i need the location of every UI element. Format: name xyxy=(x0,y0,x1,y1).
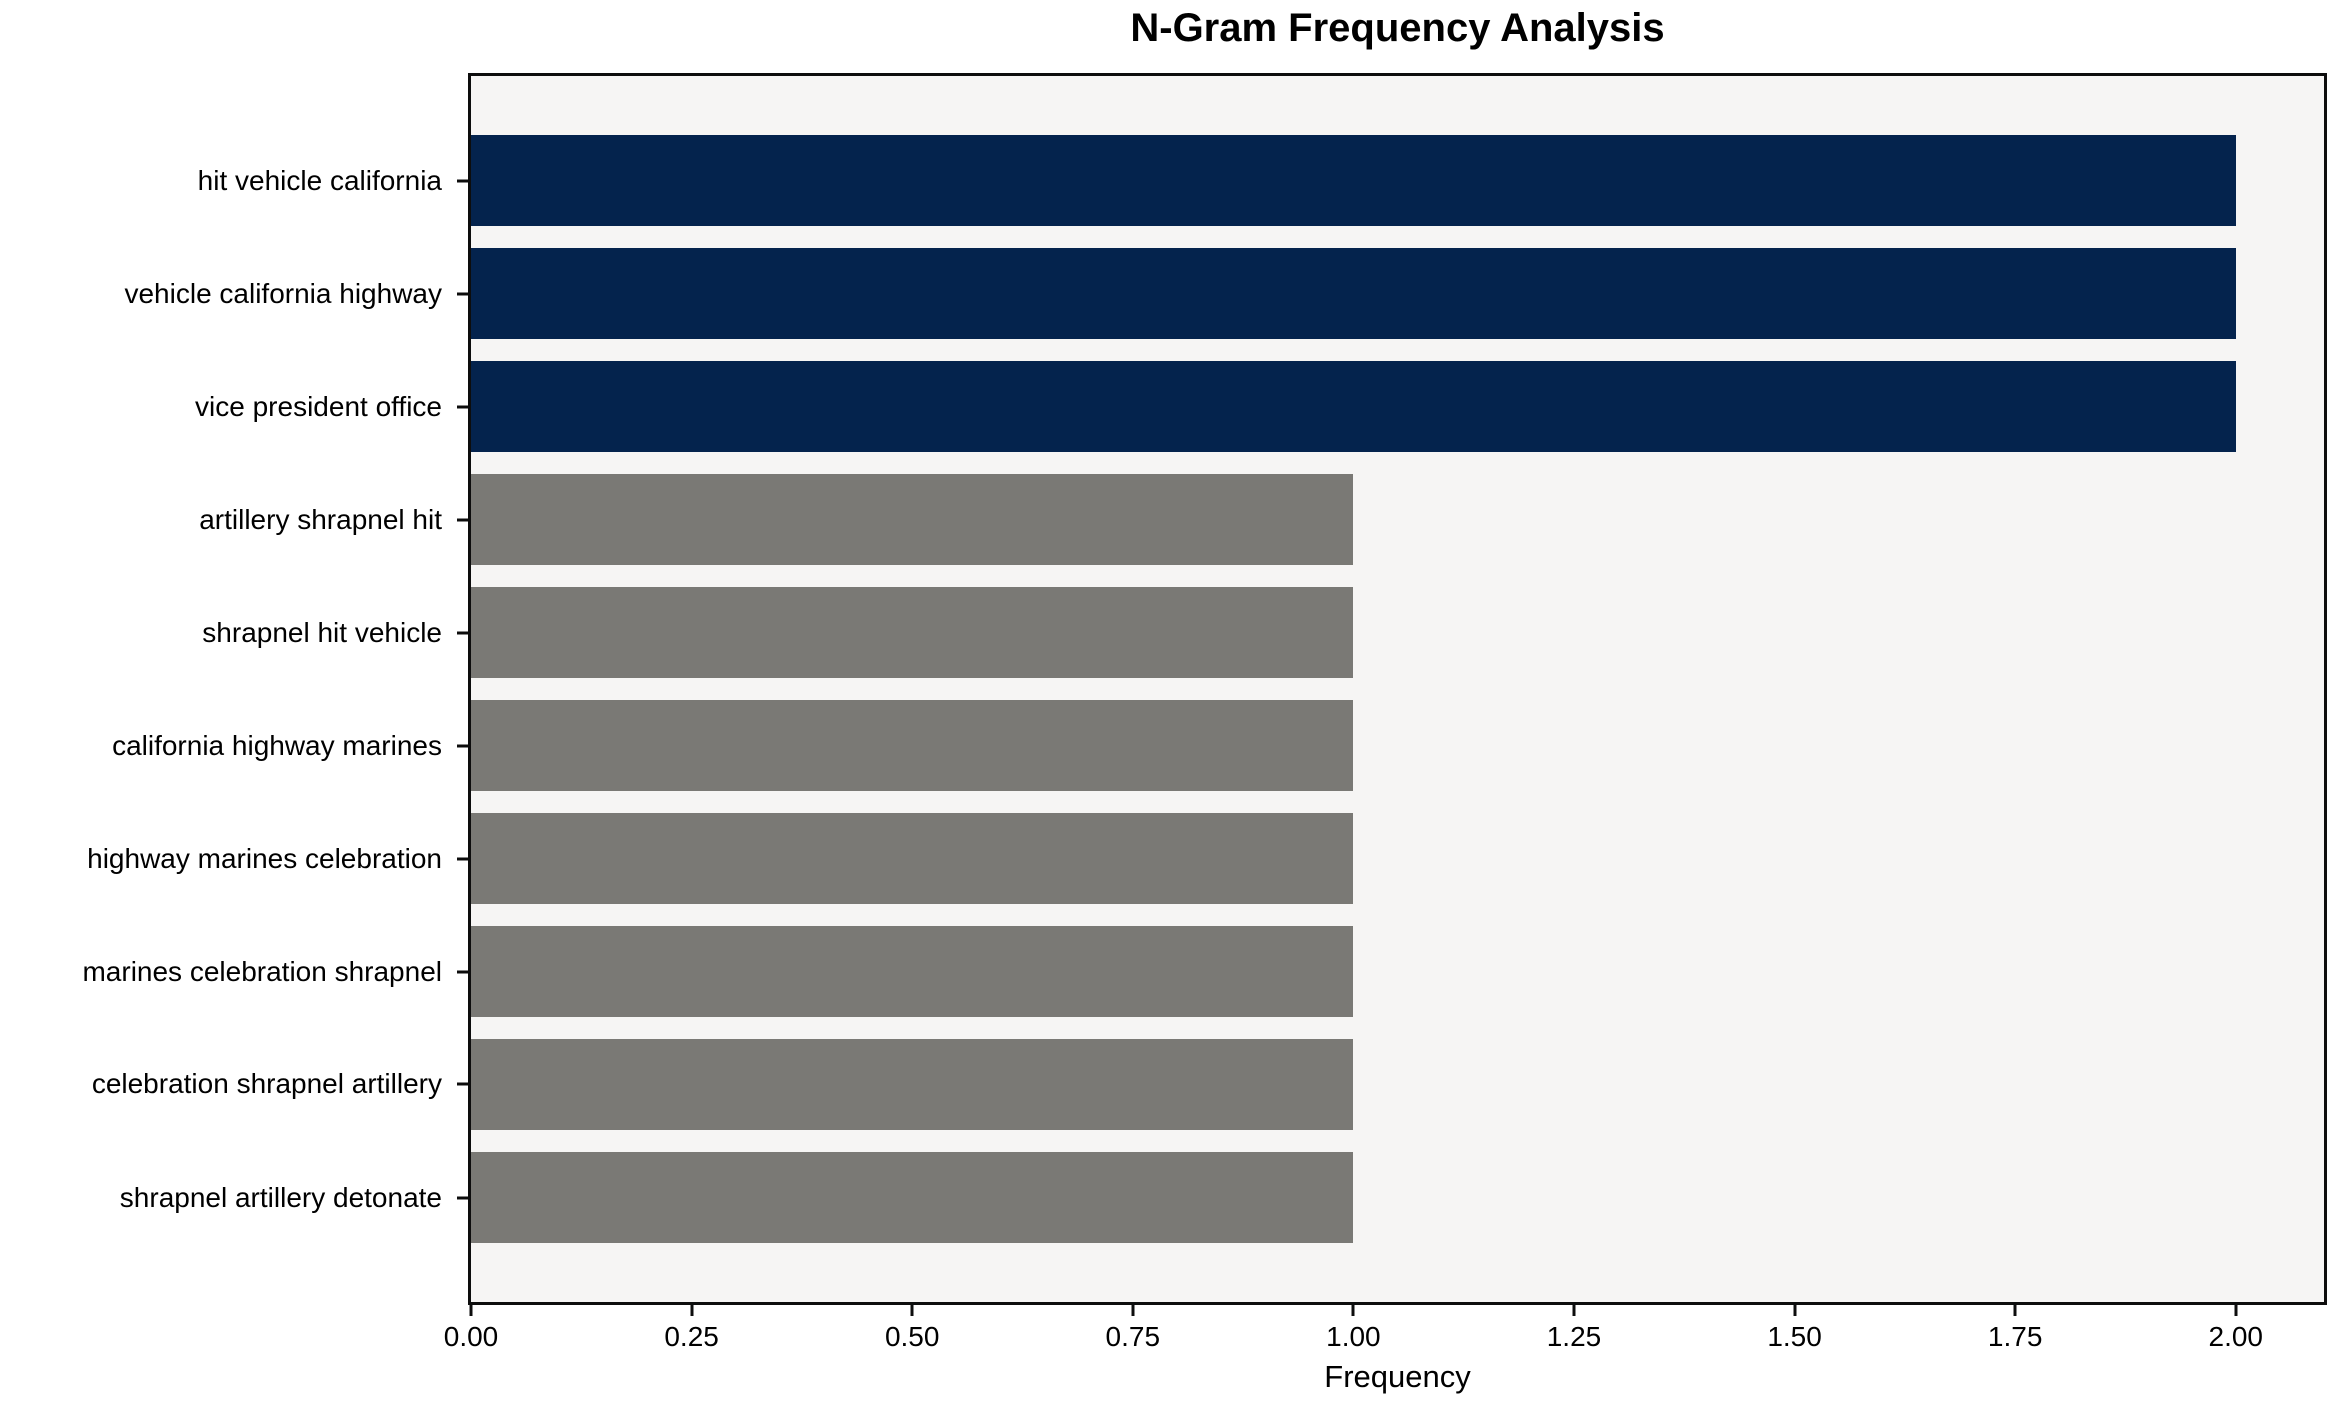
y-tick-mark xyxy=(457,744,468,747)
y-tick-label: celebration shrapnel artillery xyxy=(91,1068,442,1100)
y-tick-mark xyxy=(457,518,468,521)
bar xyxy=(471,474,1354,565)
bar xyxy=(471,813,1354,904)
x-tick-mark xyxy=(2013,1305,2017,1316)
y-tick-label: shrapnel hit vehicle xyxy=(202,616,442,648)
x-tick-mark xyxy=(1131,1305,1135,1316)
bar xyxy=(471,135,2236,226)
y-tick-mark xyxy=(457,1082,468,1086)
y-axis: hit vehicle california vehicle california… xyxy=(0,76,468,1302)
x-tick-label: 0.50 xyxy=(884,1321,940,1352)
bar xyxy=(471,587,1354,678)
x-tick-mark xyxy=(2234,1305,2238,1316)
y-tick-mark xyxy=(457,405,468,408)
y-tick-mark xyxy=(457,970,468,973)
y-tick-mark xyxy=(457,857,468,860)
bar xyxy=(471,1152,1354,1243)
y-tick-label: highway marines celebration xyxy=(87,842,442,874)
bar xyxy=(471,700,1354,791)
x-tick-label: 1.75 xyxy=(1987,1321,2043,1352)
y-tick-label: shrapnel artillery detonate xyxy=(119,1181,442,1213)
bar xyxy=(471,248,2236,339)
x-axis-label: Frequency xyxy=(1324,1359,1471,1394)
bar xyxy=(471,1039,1354,1130)
x-tick-label: 2.00 xyxy=(2208,1321,2264,1352)
y-tick-mark xyxy=(457,631,468,634)
x-tick-mark xyxy=(1572,1305,1576,1316)
y-tick-mark xyxy=(457,292,468,295)
y-tick-mark xyxy=(457,1196,468,1199)
y-tick-mark xyxy=(457,179,468,182)
x-tick-label: 0.00 xyxy=(443,1321,499,1352)
x-tick-label: 1.00 xyxy=(1326,1321,1381,1352)
y-tick-label: vehicle california highway xyxy=(124,277,442,309)
x-tick-label: 1.50 xyxy=(1767,1321,1822,1352)
y-tick-label: hit vehicle california xyxy=(197,164,442,196)
x-tick-label: 0.75 xyxy=(1105,1321,1161,1352)
bar xyxy=(471,361,2236,452)
y-tick-label: vice president office xyxy=(195,390,442,422)
bar xyxy=(471,926,1354,1017)
x-tick-label: 0.25 xyxy=(664,1321,719,1352)
chart-title: N-Gram Frequency Analysis xyxy=(1130,6,1665,50)
x-tick-label: 1.25 xyxy=(1546,1321,1602,1352)
x-tick-mark xyxy=(1793,1305,1797,1316)
x-tick-mark xyxy=(469,1305,473,1316)
y-tick-label: california highway marines xyxy=(112,729,442,761)
x-tick-mark xyxy=(1351,1305,1355,1316)
y-tick-label: marines celebration shrapnel xyxy=(82,955,442,987)
x-tick-mark xyxy=(690,1305,694,1316)
y-tick-label: artillery shrapnel hit xyxy=(199,503,442,535)
x-axis: Frequency 0.00 0.25 0.50 0.75 1.00 1.25 1.50 1.… xyxy=(444,1305,2324,1414)
x-tick-mark xyxy=(910,1305,914,1316)
plot-area xyxy=(468,73,2327,1305)
